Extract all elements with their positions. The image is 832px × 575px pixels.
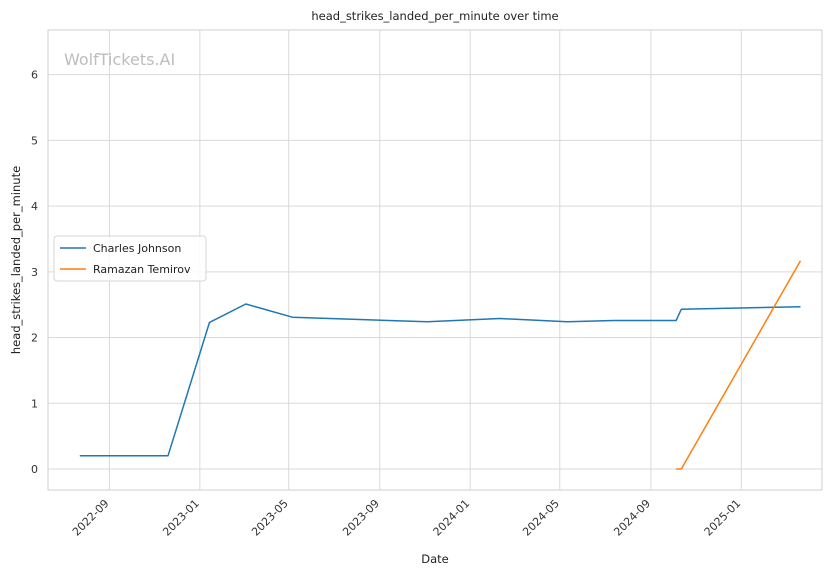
y-tick-label: 2 <box>31 332 38 345</box>
x-grid <box>108 30 742 490</box>
x-tick-label: 2024-05 <box>520 497 562 539</box>
legend-label: Charles Johnson <box>93 242 181 255</box>
chart-title: head_strikes_landed_per_minute over time <box>311 9 558 23</box>
series-line-2 <box>676 260 802 470</box>
legend: Charles Johnson Ramazan Temirov <box>53 235 207 282</box>
watermark: WolfTickets.AI <box>64 50 175 69</box>
y-tick-label: 6 <box>31 69 38 82</box>
x-tick-label: 2022-09 <box>70 497 112 539</box>
x-tick-label: 2025-01 <box>702 497 744 539</box>
y-grid <box>48 74 822 470</box>
x-tick-label: 2024-01 <box>431 497 473 539</box>
series-lines <box>79 260 802 470</box>
legend-label: Ramazan Temirov <box>93 263 191 276</box>
y-tick-label: 0 <box>31 463 38 476</box>
y-tick-label: 3 <box>31 266 38 279</box>
x-tick-label: 2023-05 <box>249 497 291 539</box>
legend-box <box>53 235 207 282</box>
series-line-1 <box>79 303 801 457</box>
x-tick-label: 2023-01 <box>160 497 202 539</box>
x-tick-label: 2023-09 <box>340 497 382 539</box>
x-axis-title: Date <box>421 552 449 566</box>
y-axis-title: head_strikes_landed_per_minute <box>9 166 23 354</box>
x-tick-labels: 2022-09 2023-01 2023-05 2023-09 2024-01 2024-… <box>70 497 743 539</box>
y-tick-label: 1 <box>31 397 38 410</box>
x-tick-label: 2024-09 <box>611 497 653 539</box>
y-tick-label: 4 <box>31 200 38 213</box>
y-tick-labels: 0 1 2 3 4 5 6 <box>31 69 38 476</box>
y-tick-label: 5 <box>31 134 38 147</box>
